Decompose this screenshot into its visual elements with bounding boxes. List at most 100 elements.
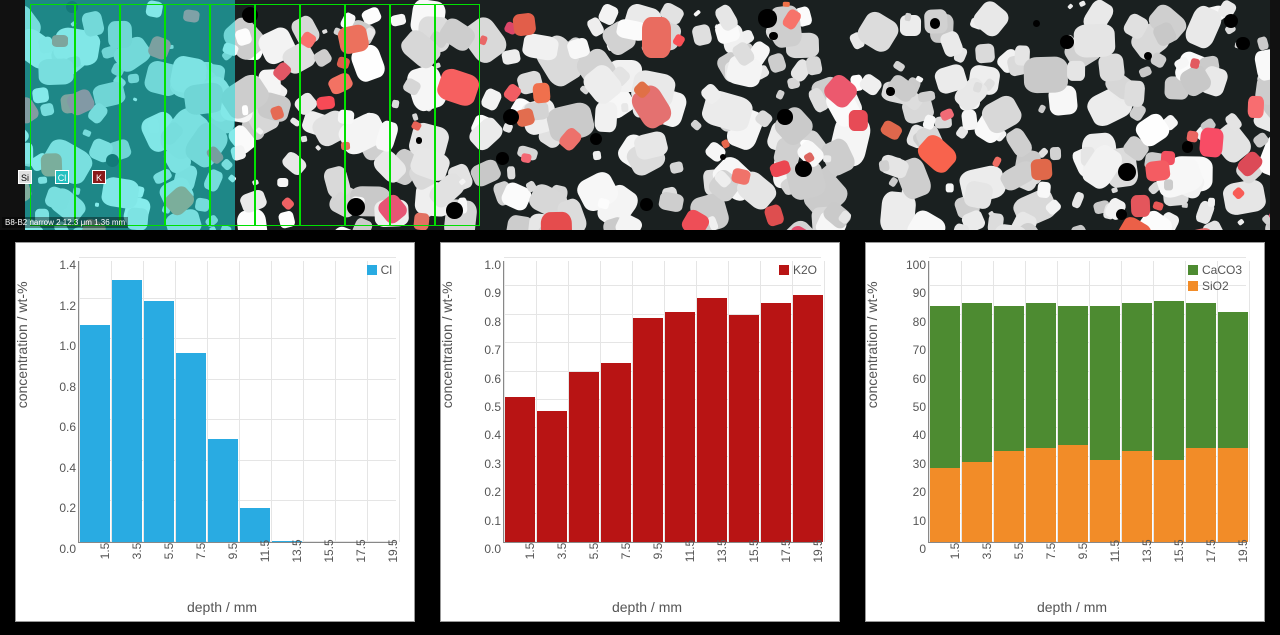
legend-label: SiO2 xyxy=(1202,279,1229,293)
element-marker-k: K xyxy=(92,170,106,184)
sem-eds-map: Si Cl K B8-B2 narrow 2 12.3 μm 1.36 mm xyxy=(0,0,1280,230)
y-tick: 0.6 xyxy=(471,372,501,386)
y-tick: 0.2 xyxy=(46,501,76,515)
x-tick: 15.5 xyxy=(322,539,336,562)
bar-k2o xyxy=(697,298,726,542)
analysis-region-6 xyxy=(300,4,345,226)
y-axis: 0.00.10.20.30.40.50.60.70.80.91.0 xyxy=(471,261,501,543)
bar-sio2 xyxy=(1090,460,1119,542)
analysis-region-1 xyxy=(75,4,120,226)
x-tick: 5.5 xyxy=(587,543,601,560)
x-tick: 19.5 xyxy=(1236,539,1250,562)
x-tick: 13.5 xyxy=(1140,539,1154,562)
y-tick: 20 xyxy=(896,485,926,499)
y-tick: 0.2 xyxy=(471,485,501,499)
x-tick: 15.5 xyxy=(747,539,761,562)
image-caption: B8-B2 narrow 2 12.3 μm 1.36 mm xyxy=(2,217,128,228)
analysis-region-5 xyxy=(255,4,300,226)
bar-k2o xyxy=(601,363,630,542)
bar-sio2 xyxy=(962,462,991,542)
legend-swatch xyxy=(367,265,377,275)
x-tick: 9.5 xyxy=(651,543,665,560)
bar-sio2 xyxy=(1058,445,1087,542)
y-tick: 0.5 xyxy=(471,400,501,414)
x-tick: 11.5 xyxy=(1108,540,1122,562)
y-axis-label: concentration / wt-% xyxy=(439,281,455,408)
chart-k2o: 0.00.10.20.30.40.50.60.70.80.91.01.53.55… xyxy=(440,242,840,622)
bar-cl xyxy=(176,353,207,542)
y-axis: 0.00.20.40.60.81.01.21.4 xyxy=(46,261,76,543)
bar-caco3 xyxy=(994,306,1023,451)
bar-caco3 xyxy=(1218,312,1247,448)
element-marker-cl: Cl xyxy=(55,170,69,184)
x-axis-label: depth / mm xyxy=(187,599,257,615)
bar-cl xyxy=(112,280,143,542)
y-tick: 0.8 xyxy=(46,380,76,394)
analysis-region-4 xyxy=(210,4,255,226)
right-border xyxy=(1270,0,1280,230)
x-axis: 1.53.55.57.59.511.513.515.517.519.5 xyxy=(503,546,821,591)
x-tick: 1.5 xyxy=(948,543,962,560)
bar-caco3 xyxy=(1186,303,1215,448)
bar-sio2 xyxy=(994,451,1023,542)
bar-k2o xyxy=(633,318,662,542)
legend: Cl xyxy=(367,263,392,279)
legend-swatch xyxy=(1188,281,1198,291)
bar-k2o xyxy=(665,312,694,542)
charts-row: 0.00.20.40.60.81.01.21.41.53.55.57.59.51… xyxy=(0,230,1280,634)
plot-area xyxy=(78,261,396,543)
y-tick: 10 xyxy=(896,514,926,528)
bar-caco3 xyxy=(1122,303,1151,451)
bar-caco3 xyxy=(930,306,959,468)
x-axis: 1.53.55.57.59.511.513.515.517.519.5 xyxy=(78,546,396,591)
y-tick: 0.0 xyxy=(471,542,501,556)
y-tick: 0 xyxy=(896,542,926,556)
y-axis-label: concentration / wt-% xyxy=(864,281,880,408)
x-tick: 1.5 xyxy=(98,543,112,560)
x-tick: 5.5 xyxy=(1012,543,1026,560)
x-tick: 17.5 xyxy=(1204,539,1218,562)
y-axis-label: concentration / wt-% xyxy=(14,281,30,408)
bar-k2o xyxy=(505,397,534,542)
x-axis-label: depth / mm xyxy=(1037,599,1107,615)
bar-caco3 xyxy=(962,303,991,462)
y-tick: 1.4 xyxy=(46,258,76,272)
legend: CaCO3 SiO2 xyxy=(1188,263,1242,295)
y-tick: 0.7 xyxy=(471,343,501,357)
bar-caco3 xyxy=(1026,303,1055,448)
y-tick: 0.8 xyxy=(471,315,501,329)
legend-swatch xyxy=(779,265,789,275)
bar-cl xyxy=(240,508,271,542)
element-marker-si: Si xyxy=(18,170,32,184)
legend-item-cl: Cl xyxy=(367,263,392,277)
y-tick: 50 xyxy=(896,400,926,414)
y-tick: 0.0 xyxy=(46,542,76,556)
left-border xyxy=(0,0,25,230)
x-tick: 19.5 xyxy=(811,539,825,562)
y-tick: 0.4 xyxy=(46,461,76,475)
x-tick: 9.5 xyxy=(1076,543,1090,560)
x-tick: 7.5 xyxy=(1044,543,1058,560)
legend-label: K2O xyxy=(793,263,817,277)
plot-area xyxy=(928,261,1246,543)
x-tick: 11.5 xyxy=(258,540,272,562)
bar-caco3 xyxy=(1154,301,1183,460)
bar-k2o xyxy=(761,303,790,542)
bar-caco3 xyxy=(1090,306,1119,459)
x-tick: 5.5 xyxy=(162,543,176,560)
y-tick: 40 xyxy=(896,428,926,442)
y-axis: 0102030405060708090100 xyxy=(896,261,926,543)
x-axis-label: depth / mm xyxy=(612,599,682,615)
x-tick: 3.5 xyxy=(980,543,994,560)
legend: K2O xyxy=(779,263,817,279)
legend-swatch xyxy=(1188,265,1198,275)
legend-item-caco3: CaCO3 xyxy=(1188,263,1242,277)
x-tick: 1.5 xyxy=(523,543,537,560)
bar-sio2 xyxy=(1026,448,1055,542)
x-tick: 3.5 xyxy=(555,543,569,560)
x-tick: 7.5 xyxy=(194,543,208,560)
x-tick: 17.5 xyxy=(779,539,793,562)
analysis-region-3 xyxy=(165,4,210,226)
y-tick: 0.3 xyxy=(471,457,501,471)
y-tick: 70 xyxy=(896,343,926,357)
